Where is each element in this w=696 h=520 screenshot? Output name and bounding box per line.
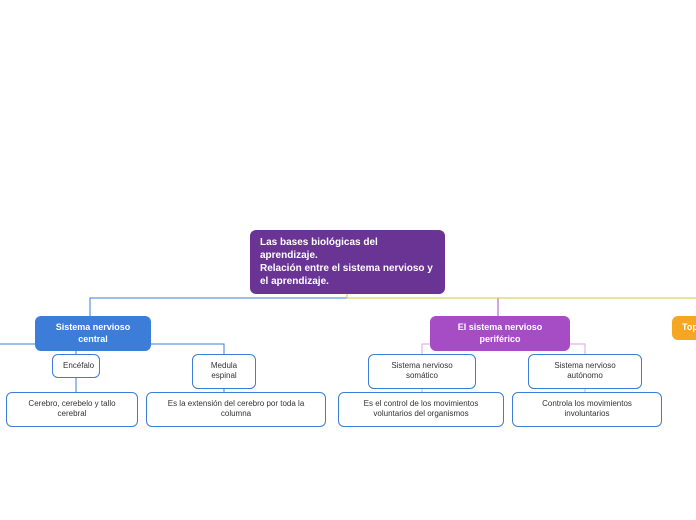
mindmap-node: Cerebro, cerebelo y tallo cerebral bbox=[6, 392, 138, 427]
mindmap-node: Es el control de los movimientos volunta… bbox=[338, 392, 504, 427]
mindmap-node: Sistema nervioso central bbox=[35, 316, 151, 351]
mindmap-node: Es la extensión del cerebro por toda la … bbox=[146, 392, 326, 427]
root-node: Las bases biológicas del aprendizaje. Re… bbox=[250, 230, 445, 294]
mindmap-node: Sistema nervioso autónomo bbox=[528, 354, 642, 389]
mindmap-node: Sistema nervioso somático bbox=[368, 354, 476, 389]
mindmap-node: Topi bbox=[672, 316, 696, 340]
mindmap-node: Controla los movimientos involuntarios bbox=[512, 392, 662, 427]
mindmap-node: El sistema nervioso periférico bbox=[430, 316, 570, 351]
mindmap-node: Encéfalo bbox=[52, 354, 100, 378]
mindmap-node: Medula espinal bbox=[192, 354, 256, 389]
